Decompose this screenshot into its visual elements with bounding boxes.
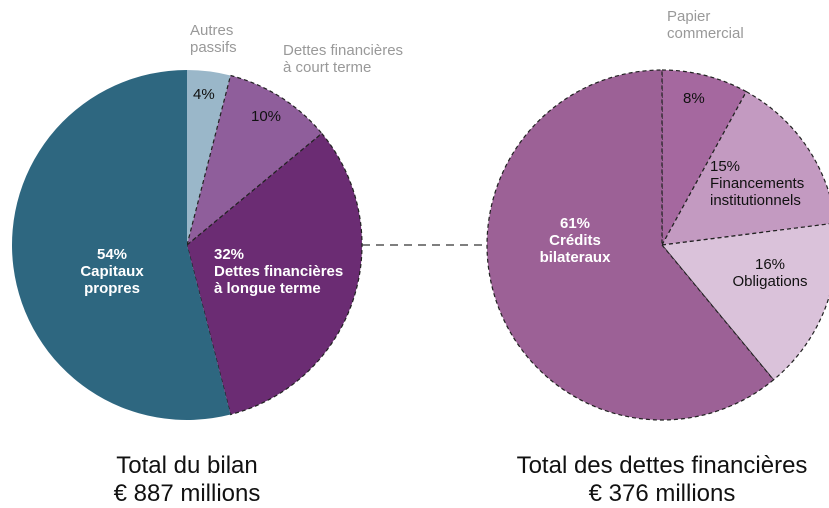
category-label: Papier commercial xyxy=(667,8,744,42)
value-label: 54% xyxy=(96,246,128,263)
value-label: 61% xyxy=(559,215,591,232)
slice-label: 15% Financements institutionnels xyxy=(710,158,804,209)
slice-label: 54% Capitaux propres xyxy=(62,246,162,297)
value-label: 4% xyxy=(193,86,215,103)
category-label: Financements institutionnels xyxy=(710,175,805,209)
caption: Total du bilan xyxy=(116,452,258,479)
value-label: 16% xyxy=(754,256,786,273)
category-label: Dettes financières à longue terme xyxy=(214,263,344,297)
pie-slice xyxy=(486,69,775,421)
pie-slice xyxy=(185,74,323,247)
caption: Total des dettes financières xyxy=(516,452,808,479)
pie-slice xyxy=(660,90,829,246)
pie-slice xyxy=(661,69,748,246)
value-label: 15% xyxy=(710,158,741,175)
caption: € 887 millions xyxy=(113,480,261,507)
slice-label: 16% Obligations xyxy=(710,256,829,290)
value-label: 10% xyxy=(251,108,282,125)
category-label: Capitaux propres xyxy=(80,263,144,297)
category-label: Obligations xyxy=(732,273,808,290)
pie-slice xyxy=(12,70,231,420)
pie-slice xyxy=(186,132,363,416)
value-label: 8% xyxy=(683,90,705,107)
slice-label: 61% Crédits bilateraux xyxy=(525,215,625,266)
pie-slice xyxy=(660,223,829,381)
caption: € 376 millions xyxy=(588,480,736,507)
category-label: Autres passifs xyxy=(190,22,237,56)
category-label: Crédits bilateraux xyxy=(539,232,611,266)
category-label: Dettes financières à court terme xyxy=(283,42,404,76)
value-label: 32% xyxy=(214,246,245,263)
slice-label: 32% Dettes financières à longue terme xyxy=(214,246,343,297)
